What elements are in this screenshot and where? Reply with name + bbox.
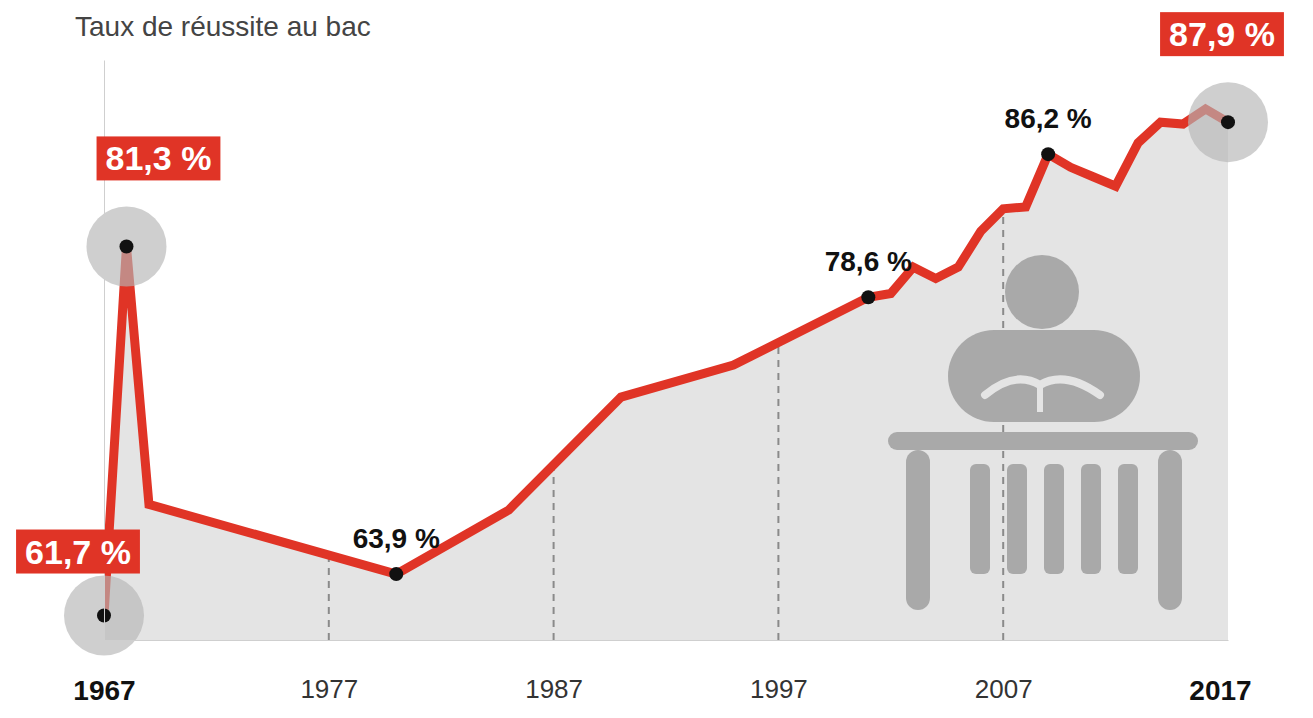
point <box>861 290 875 304</box>
icon-desk <box>888 432 1198 450</box>
highlight <box>1188 82 1268 162</box>
icon-body <box>948 330 1140 422</box>
icon-bar <box>1118 464 1138 574</box>
x-tick-label: 2017 <box>1189 675 1251 706</box>
icon-bar <box>1007 464 1027 574</box>
x-tick: 2017 <box>1189 640 1251 706</box>
data-label: 63,9 % <box>353 523 440 554</box>
icon-book-spine <box>1037 385 1043 412</box>
grid <box>329 60 1003 640</box>
chart: Taux de réussite au bac 1967 1977 1987 1997 2… <box>0 0 1313 718</box>
x-tick: 1987 <box>525 640 583 704</box>
point <box>119 239 133 253</box>
x-tick-label: 1977 <box>300 674 358 704</box>
label-box: 87,9 % <box>1160 12 1284 56</box>
x-tick: 1997 <box>750 640 808 704</box>
label-box-bg <box>97 136 221 180</box>
data-labels: 61,7 % 81,3 % 63,9 % 78,6 % 86,2 % 87,9 % <box>16 12 1284 573</box>
highlight <box>86 206 166 286</box>
x-tick-label: 1967 <box>73 675 135 706</box>
x-tick: 2007 <box>975 640 1033 704</box>
grid-line <box>777 60 779 640</box>
plot-area <box>64 60 1268 656</box>
point <box>1221 115 1235 129</box>
area <box>104 109 1228 640</box>
point <box>1041 147 1055 161</box>
plot-strict <box>104 60 1228 640</box>
icon-leg <box>1158 450 1182 610</box>
icon-bar <box>1081 464 1101 574</box>
data-label: 87,9 % <box>1169 15 1275 53</box>
icon-bar <box>1044 464 1064 574</box>
data-label: 86,2 % <box>1005 103 1092 134</box>
x-tick: 1977 <box>300 640 358 704</box>
point <box>389 567 403 581</box>
data-label: 61,7 % <box>25 533 131 571</box>
title: Taux de réussite au bac <box>75 11 371 42</box>
x-tick-label: 2007 <box>975 674 1033 704</box>
data-label: 81,3 % <box>106 139 212 177</box>
label-box: 61,7 % <box>16 530 140 574</box>
label-box-bg <box>16 530 140 574</box>
icon <box>888 255 1198 610</box>
icon-leg <box>906 450 930 610</box>
x-tick: 1967 <box>73 640 135 706</box>
icon-head <box>1005 255 1079 329</box>
x-axis: 1967 1977 1987 1997 2007 2017 <box>73 640 1251 706</box>
x-tick-label: 1987 <box>525 674 583 704</box>
label-box: 81,3 % <box>97 136 221 180</box>
line <box>104 109 1228 616</box>
grid-line <box>553 60 555 640</box>
data-label: 78,6 % <box>825 246 912 277</box>
x-axis-line <box>105 640 1229 641</box>
label-box-bg <box>1160 12 1284 56</box>
x-tick-label: 1997 <box>750 674 808 704</box>
icon-bar <box>970 464 990 574</box>
